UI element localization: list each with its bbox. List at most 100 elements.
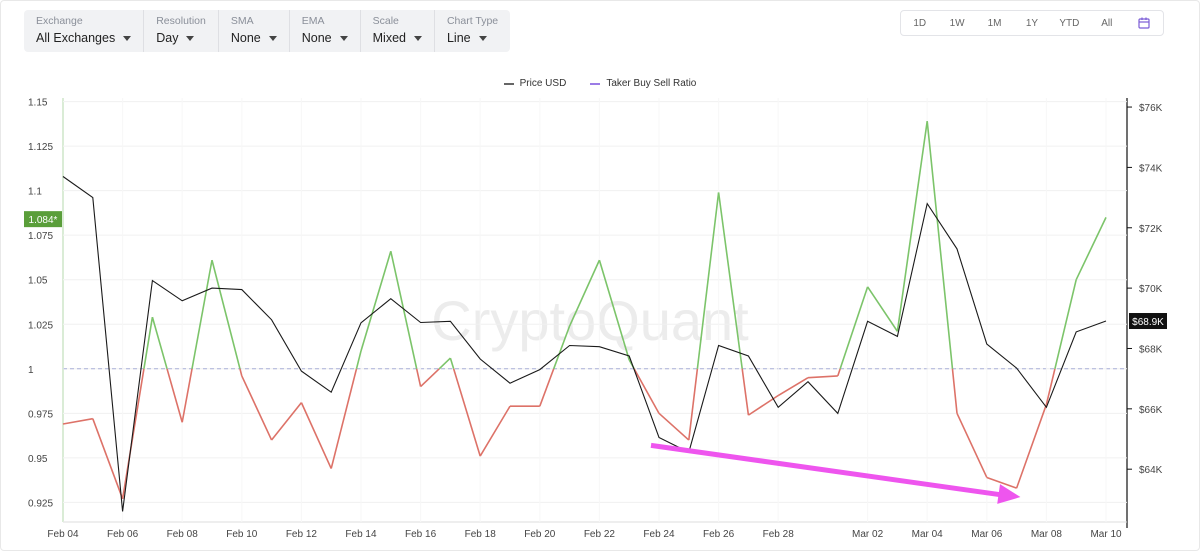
left-tick-label: 1.15 [28, 98, 48, 109]
ratio-segment [552, 325, 571, 370]
resolution-value: Day [156, 31, 179, 45]
value-badges: 1.084* $68.9K [24, 211, 1167, 330]
x-tick-label: Feb 18 [465, 529, 497, 540]
ratio-segment [449, 357, 455, 370]
x-tick-label: Feb 06 [107, 529, 139, 540]
legend-item-ratio[interactable]: Taker Buy Sell Ratio [590, 78, 696, 89]
legend-swatch-price [503, 82, 514, 85]
ratio-segment [951, 368, 958, 414]
ema-label: EMA [301, 15, 325, 27]
chart-type-label: Chart Type [446, 15, 499, 27]
x-tick-label: Feb 04 [47, 529, 79, 540]
range-all-button[interactable]: All [1101, 17, 1113, 29]
x-tick-label: Feb 28 [763, 529, 795, 540]
ratio-segment [62, 417, 93, 425]
right-tick-label: $72K [1139, 224, 1163, 235]
exchange-select[interactable]: Exchange All Exchanges [24, 10, 145, 52]
ratio-segment [151, 316, 168, 370]
ratio-segment [747, 394, 779, 416]
ratio-segment [633, 368, 660, 414]
ratio-segment [241, 375, 273, 441]
ratio-segment [777, 377, 809, 397]
x-tick-label: Feb 22 [584, 529, 616, 540]
x-axis: Feb 04 Feb 06 Feb 08 Feb 10 Feb 12 Feb 14 Feb … [47, 529, 1122, 540]
chart-legend: Price USD Taker Buy Sell Ratio [0, 78, 1200, 89]
x-tick-label: Feb 20 [524, 529, 556, 540]
ratio-segment [355, 350, 362, 369]
ratio-segment [986, 476, 1017, 489]
scale-select[interactable]: Scale Mixed [361, 10, 435, 52]
ratio-segment [452, 368, 481, 457]
ratio-series [62, 121, 1107, 500]
ratio-segment [415, 368, 422, 387]
current-price-badge [1129, 313, 1167, 330]
x-tick-label: Mar 02 [852, 529, 884, 540]
x-tick-label: Feb 24 [643, 529, 675, 540]
left-tick-label: 0.925 [28, 498, 53, 509]
right-axis: $76K $74K $72K $70K $68K $66K $64K [1127, 103, 1163, 476]
range-1m-button[interactable]: 1M [987, 17, 1002, 29]
ratio-segment [896, 121, 928, 332]
chevron-down-icon [268, 35, 277, 41]
left-tick-label: 0.95 [28, 454, 48, 465]
ratio-segment [211, 259, 241, 369]
legend-label-ratio: Taker Buy Sell Ratio [606, 78, 697, 89]
ratio-segment [239, 368, 243, 377]
range-1w-button[interactable]: 1W [949, 17, 965, 29]
legend-swatch-ratio [590, 82, 601, 85]
x-tick-label: Feb 08 [167, 529, 199, 540]
right-tick-label: $66K [1139, 405, 1163, 416]
ratio-segment [839, 286, 869, 370]
x-tick-label: Mar 08 [1031, 529, 1063, 540]
chart-type-select[interactable]: Chart Type Line [435, 10, 510, 52]
x-tick-label: Mar 10 [1090, 529, 1122, 540]
calendar-icon[interactable] [1126, 17, 1163, 29]
ratio-segment [330, 368, 358, 469]
ratio-segment [1015, 404, 1048, 489]
chevron-down-icon [478, 35, 487, 41]
chart-toolbar: Exchange All Exchanges Resolution Day SM… [24, 10, 511, 52]
ema-select[interactable]: EMA None [290, 10, 361, 52]
legend-item-price[interactable]: Price USD [503, 78, 567, 89]
range-1d-button[interactable]: 1D [913, 17, 927, 29]
chevron-down-icon [186, 35, 195, 41]
ratio-segment [121, 368, 145, 499]
chevron-down-icon [123, 35, 132, 41]
ratio-segment [1075, 217, 1107, 281]
ratio-segment [866, 286, 899, 332]
ratio-segment [688, 368, 699, 441]
ratio-segment [696, 192, 720, 369]
sma-label: SMA [230, 15, 254, 27]
ratio-segment [143, 316, 154, 369]
ratio-segment [741, 368, 750, 416]
resolution-select[interactable]: Resolution Day [144, 10, 219, 52]
exchange-label: Exchange [36, 15, 83, 27]
ratio-segment [438, 357, 451, 370]
range-ytd-button[interactable]: YTD [1059, 17, 1080, 29]
ratio-segment [539, 368, 555, 407]
x-tick-label: Mar 04 [912, 529, 944, 540]
x-tick-label: Mar 06 [971, 529, 1003, 540]
watermark-text: CryptoQuant [431, 289, 749, 352]
current-price-label: $68.9K [1132, 317, 1164, 328]
right-tick-label: $64K [1139, 465, 1163, 476]
current-ratio-badge [24, 211, 62, 228]
left-axis: 1.15 1.125 1.1 1.075 1.05 1.025 1 0.975 0.95 0.92… [28, 98, 53, 510]
annotation-arrow [650, 442, 1021, 504]
ratio-segment [390, 251, 418, 369]
left-tick-label: 1.05 [28, 276, 48, 287]
ratio-segment [926, 121, 954, 369]
legend-label-price: Price USD [519, 78, 567, 89]
ratio-segment [166, 368, 183, 423]
resolution-label: Resolution [156, 15, 206, 27]
ratio-segment [479, 405, 511, 457]
range-1y-button[interactable]: 1Y [1025, 17, 1039, 29]
left-tick-label: 1.075 [28, 231, 53, 242]
chart-type-value: Line [446, 31, 471, 45]
left-tick-label: 1.125 [28, 142, 53, 153]
sma-value: None [230, 31, 261, 45]
ratio-segment [1054, 279, 1077, 369]
current-ratio-label: 1.084* [29, 215, 58, 226]
sma-select[interactable]: SMA None [219, 10, 290, 52]
